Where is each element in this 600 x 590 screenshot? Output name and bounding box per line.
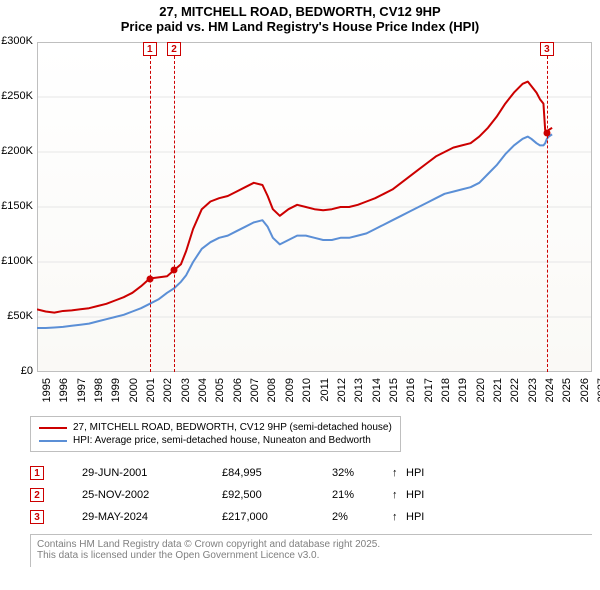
legend-swatch: [39, 427, 67, 429]
x-tick-label: 2016: [405, 378, 417, 402]
marker-box: 2: [167, 42, 181, 56]
x-tick-label: 2007: [249, 378, 261, 402]
x-tick-label: 1999: [110, 378, 122, 402]
footer-line2: This data is licensed under the Open Gov…: [37, 550, 586, 561]
up-arrow-icon: ↑: [392, 511, 406, 523]
marker-dot: [543, 130, 550, 137]
legend: 27, MITCHELL ROAD, BEDWORTH, CV12 9HP (s…: [30, 416, 401, 452]
y-tick-label: £0: [0, 365, 33, 377]
x-tick-label: 2009: [284, 378, 296, 402]
y-tick-label: £300K: [0, 35, 33, 47]
marker-box: 3: [540, 42, 554, 56]
marker-vline: [174, 56, 175, 372]
y-axis-labels: £0 £50K £100K £150K £200K £250K £300K: [0, 35, 35, 379]
x-tick-label: 2017: [423, 378, 435, 402]
x-tick-label: 2012: [336, 378, 348, 402]
x-tick-label: 2010: [301, 378, 313, 402]
x-tick-label: 2022: [509, 378, 521, 402]
x-tick-label: 1997: [76, 378, 88, 402]
transaction-marker: 3: [30, 510, 44, 524]
transaction-pct: 21%: [332, 489, 392, 501]
transaction-price: £84,995: [222, 467, 332, 479]
up-arrow-icon: ↑: [392, 467, 406, 479]
legend-row: 27, MITCHELL ROAD, BEDWORTH, CV12 9HP (s…: [39, 421, 392, 434]
up-arrow-icon: ↑: [392, 489, 406, 501]
marker-vline: [150, 56, 151, 372]
marker-dot: [171, 267, 178, 274]
x-tick-label: 2014: [371, 378, 383, 402]
transaction-suffix: HPI: [406, 511, 424, 523]
transaction-suffix: HPI: [406, 489, 424, 501]
transaction-marker: 1: [30, 466, 44, 480]
chart-plot-area: £0£50K£100K£150K£200K£250K£300K 19951996…: [37, 42, 592, 372]
legend-swatch: [39, 440, 67, 442]
x-tick-label: 2013: [353, 378, 365, 402]
transaction-table: 129-JUN-2001£84,99532%↑HPI225-NOV-2002£9…: [30, 462, 424, 528]
marker-box: 1: [143, 42, 157, 56]
y-tick-label: £50K: [0, 310, 33, 322]
transaction-row: 2 25-NOV-2002£92,50021%↑HPI: [30, 484, 424, 506]
x-tick-label: 2019: [457, 378, 469, 402]
y-tick-label: £100K: [0, 255, 33, 267]
x-tick-label: 2006: [232, 378, 244, 402]
transaction-suffix: HPI: [406, 467, 424, 479]
legend-row: HPI: Average price, semi-detached house,…: [39, 434, 392, 447]
x-tick-label: 2023: [527, 378, 539, 402]
x-tick-label: 2004: [197, 378, 209, 402]
x-tick-label: 2003: [180, 378, 192, 402]
x-tick-label: 2002: [162, 378, 174, 402]
chart-title-line2: Price paid vs. HM Land Registry's House …: [0, 19, 600, 34]
x-tick-label: 2005: [214, 378, 226, 402]
series-price_paid: [37, 82, 552, 313]
footer: Contains HM Land Registry data © Crown c…: [30, 534, 592, 567]
x-tick-label: 2015: [388, 378, 400, 402]
chart-title-block: 27, MITCHELL ROAD, BEDWORTH, CV12 9HP Pr…: [0, 0, 600, 34]
transaction-price: £92,500: [222, 489, 332, 501]
marker-dot: [146, 275, 153, 282]
x-tick-label: 2026: [579, 378, 591, 402]
x-tick-label: 2021: [492, 378, 504, 402]
transaction-price: £217,000: [222, 511, 332, 523]
footer-line1: Contains HM Land Registry data © Crown c…: [37, 539, 586, 550]
transaction-date: 29-JUN-2001: [82, 467, 222, 479]
x-tick-label: 1998: [93, 378, 105, 402]
series-hpi: [37, 134, 552, 328]
y-tick-label: £150K: [0, 200, 33, 212]
x-tick-label: 2000: [128, 378, 140, 402]
x-tick-label: 2024: [544, 378, 556, 402]
x-tick-label: 2018: [440, 378, 452, 402]
x-tick-label: 2025: [561, 378, 573, 402]
x-tick-label: 2011: [319, 378, 331, 402]
marker-vline: [547, 56, 548, 372]
chart-svg: [37, 42, 592, 372]
x-tick-label: 1995: [41, 378, 53, 402]
y-tick-label: £250K: [0, 90, 33, 102]
x-axis-labels: 1995 1996 1997 1998 1999 2000 2001 2002 2003 2004…: [37, 376, 592, 416]
y-tick-label: £200K: [0, 145, 33, 157]
transaction-marker: 2: [30, 488, 44, 502]
chart-title-line1: 27, MITCHELL ROAD, BEDWORTH, CV12 9HP: [0, 4, 600, 19]
transaction-date: 29-MAY-2024: [82, 511, 222, 523]
x-tick-label: 2001: [145, 378, 157, 402]
x-tick-label: 1996: [58, 378, 70, 402]
x-tick-label: 2020: [475, 378, 487, 402]
transaction-row: 1 29-JUN-2001£84,99532%↑HPI: [30, 462, 424, 484]
x-tick-label: 2027: [596, 378, 600, 402]
transaction-pct: 32%: [332, 467, 392, 479]
transaction-pct: 2%: [332, 511, 392, 523]
transaction-row: 3 29-MAY-2024£217,0002%↑HPI: [30, 506, 424, 528]
x-tick-label: 2008: [266, 378, 278, 402]
legend-label: HPI: Average price, semi-detached house,…: [73, 435, 371, 446]
legend-label: 27, MITCHELL ROAD, BEDWORTH, CV12 9HP (s…: [73, 422, 392, 433]
transaction-date: 25-NOV-2002: [82, 489, 222, 501]
